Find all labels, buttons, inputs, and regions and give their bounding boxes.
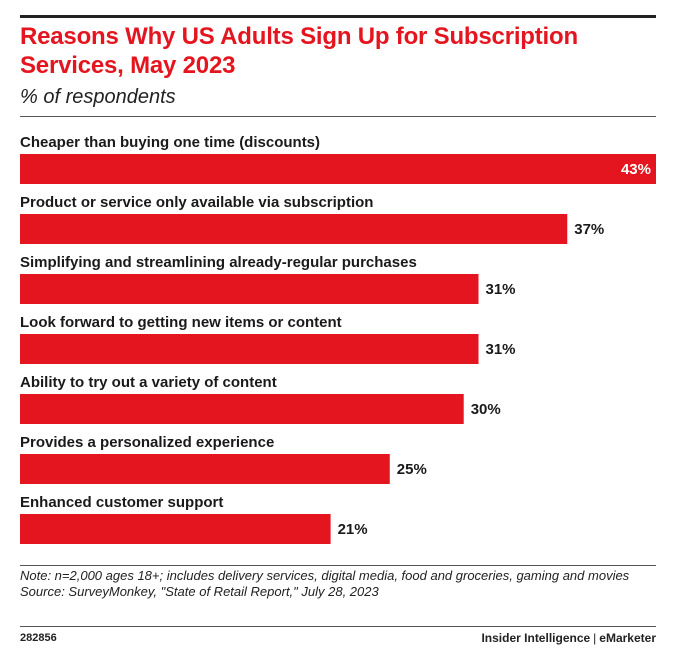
value-label: 21% xyxy=(338,521,368,538)
notes-block: Note: n=2,000 ages 18+; includes deliver… xyxy=(20,568,656,600)
source-text: Source: SurveyMonkey, "State of Retail R… xyxy=(20,584,379,599)
category-label: Enhanced customer support xyxy=(20,494,223,511)
brand-insider-intelligence: Insider Intelligence xyxy=(481,631,591,645)
value-label: 43% xyxy=(621,161,651,178)
chart-subtitle: % of respondents xyxy=(20,86,176,108)
bar-chart: Cheaper than buying one time (discounts)… xyxy=(20,134,656,544)
category-label: Ability to try out a variety of content xyxy=(20,374,277,391)
bar xyxy=(20,154,656,184)
branding: Insider Intelligence | eMarketer xyxy=(481,631,656,645)
bar xyxy=(20,334,479,364)
category-label: Provides a personalized experience xyxy=(20,434,274,451)
bar xyxy=(20,454,390,484)
chart-frame: Reasons Why US Adults Sign Up for Subscr… xyxy=(20,0,656,654)
value-label: 37% xyxy=(574,221,604,238)
bar xyxy=(20,394,464,424)
top-rule xyxy=(20,15,656,18)
chart-id: 282856 xyxy=(20,632,57,644)
category-label: Simplifying and streamlining already-reg… xyxy=(20,254,417,271)
chart-title: Reasons Why US Adults Sign Up for Subscr… xyxy=(20,23,578,79)
bar xyxy=(20,214,568,244)
value-label: 25% xyxy=(397,461,427,478)
brand-separator: | xyxy=(593,631,597,645)
divider-footer xyxy=(20,626,656,627)
bar xyxy=(20,514,331,544)
category-label: Look forward to getting new items or con… xyxy=(20,314,342,331)
divider-top xyxy=(20,116,656,117)
value-label: 31% xyxy=(486,281,516,298)
category-label: Cheaper than buying one time (discounts) xyxy=(20,134,320,151)
brand-emarketer: eMarketer xyxy=(599,631,656,645)
note-text: Note: n=2,000 ages 18+; includes deliver… xyxy=(20,568,630,583)
category-label: Product or service only available via su… xyxy=(20,194,373,211)
bar xyxy=(20,274,479,304)
divider-notes xyxy=(20,565,656,566)
value-label: 30% xyxy=(471,401,501,418)
value-label: 31% xyxy=(486,341,516,358)
